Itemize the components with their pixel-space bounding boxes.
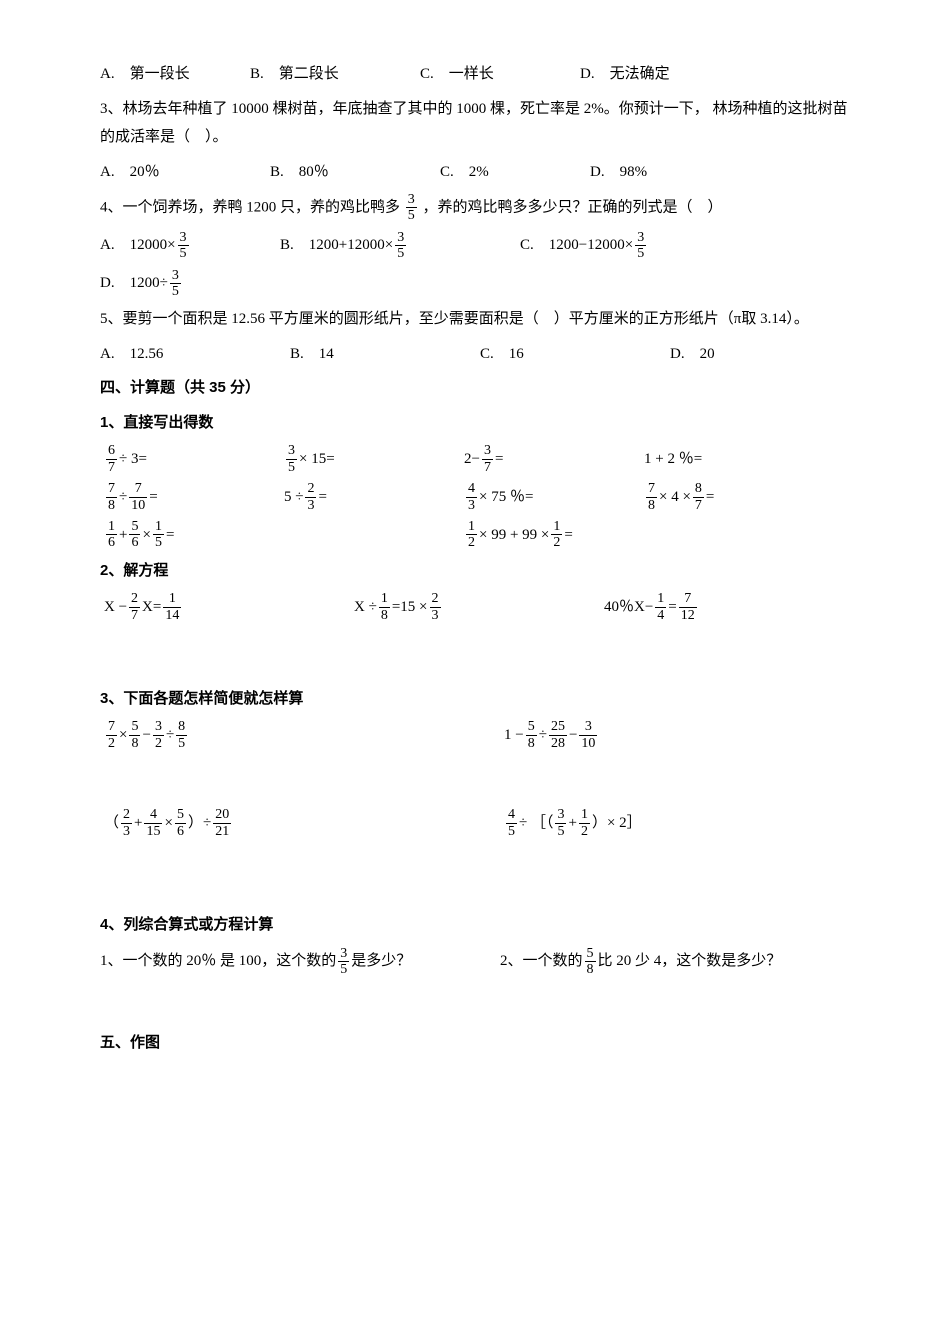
wp-b: 2、一个数的 58 比 20 少 4，这个数是多少？ bbox=[500, 946, 781, 978]
calc-2b: 5 ÷ 23 = bbox=[284, 481, 464, 513]
q4-options-1: A. 12000× 35 B. 1200+12000× 35 C. 1200−1… bbox=[100, 230, 850, 262]
calc-row-1: 67 ÷ 3= 35 × 15= 2− 37 = 1 + 2 ％= bbox=[100, 443, 850, 475]
word-problem-row: 1、一个数的 20％ 是 100，这个数的 35 是多少？ 2、一个数的 58 … bbox=[100, 946, 850, 978]
q5-d: D. 20 bbox=[670, 340, 715, 369]
s4-1-title: 1、直接写出得数 bbox=[100, 409, 850, 438]
q5-a: A. 12.56 bbox=[100, 340, 290, 369]
q3-d: D. 98% bbox=[590, 158, 647, 187]
wp-a: 1、一个数的 20％ 是 100，这个数的 35 是多少？ bbox=[100, 946, 500, 978]
q2-options: A. 第一段长 B. 第二段长 C. 一样长 D. 无法确定 bbox=[100, 60, 850, 89]
q3-c: C. 2% bbox=[440, 158, 590, 187]
q4-text: 4、一个饲养场，养鸭 1200 只，养的鸡比鸭多 35 ，养的鸡比鸭多多少只？正… bbox=[100, 192, 850, 224]
calc-1c: 2− 37 = bbox=[464, 443, 644, 475]
calc-1a: 67 ÷ 3= bbox=[104, 443, 284, 475]
q5-text: 5、要剪一个面积是 12.56 平方厘米的圆形纸片，至少需要面积是（ ）平方厘米… bbox=[100, 305, 850, 334]
calc-2d: 78 × 4 × 87 = bbox=[644, 481, 714, 513]
opt-d: D. 无法确定 bbox=[580, 60, 670, 89]
calc-row-3: 16 + 56 × 15 = 12 × 99 + 99 × 12 = bbox=[100, 519, 850, 551]
section-5-title: 五、作图 bbox=[100, 1029, 850, 1058]
q4-frac: 35 bbox=[406, 192, 417, 224]
s4-3-title: 3、下面各题怎样简便就怎样算 bbox=[100, 685, 850, 714]
q4-options-2: D. 1200÷ 35 bbox=[100, 268, 850, 300]
calc-3b: 12 × 99 + 99 × 12 = bbox=[464, 519, 573, 551]
q3-text: 3、林场去年种植了 10000 棵树苗，年底抽查了其中的 1000 棵，死亡率是… bbox=[100, 95, 850, 152]
q4-d: D. 1200÷ 35 bbox=[100, 268, 183, 300]
simp-2b: 45 ÷ ［（ 35 + 12 ）× 2］ bbox=[504, 807, 642, 839]
simp-1a: 72 × 58 − 32 ÷ 85 bbox=[104, 719, 504, 751]
calc-1d: 1 + 2 ％= bbox=[644, 445, 702, 474]
eq-b: X ÷ 18 =15 × 23 bbox=[354, 591, 604, 623]
s4-2-title: 2、解方程 bbox=[100, 557, 850, 586]
opt-c: C. 一样长 bbox=[420, 60, 580, 89]
simp-row-2: （ 23 + 415 × 56 ）÷ 2021 45 ÷ ［（ 35 + 12 … bbox=[100, 807, 850, 839]
calc-1b: 35 × 15= bbox=[284, 443, 464, 475]
eq-c: 40％X− 14 = 712 bbox=[604, 591, 699, 623]
simp-row-1: 72 × 58 − 32 ÷ 85 1 − 58 ÷ 2528 − 310 bbox=[100, 719, 850, 751]
calc-row-2: 78 ÷ 710 = 5 ÷ 23 = 43 × 75 ％= 78 × 4 × … bbox=[100, 481, 850, 513]
simp-2a: （ 23 + 415 × 56 ）÷ 2021 bbox=[104, 807, 504, 839]
q3-b: B. 80％ bbox=[270, 158, 440, 187]
q5-b: B. 14 bbox=[290, 340, 480, 369]
opt-a: A. 第一段长 bbox=[100, 60, 250, 89]
calc-2a: 78 ÷ 710 = bbox=[104, 481, 284, 513]
q3-options: A. 20％ B. 80％ C. 2% D. 98% bbox=[100, 158, 850, 187]
q4-b: B. 1200+12000× 35 bbox=[280, 230, 520, 262]
opt-b: B. 第二段长 bbox=[250, 60, 420, 89]
equation-row: X − 27 X= 114 X ÷ 18 =15 × 23 40％X− 14 =… bbox=[100, 591, 850, 623]
q4-c: C. 1200−12000× 35 bbox=[520, 230, 648, 262]
section-4-title: 四、计算题（共 35 分） bbox=[100, 374, 850, 403]
s4-4-title: 4、列综合算式或方程计算 bbox=[100, 911, 850, 940]
eq-a: X − 27 X= 114 bbox=[104, 591, 354, 623]
calc-3a: 16 + 56 × 15 = bbox=[104, 519, 464, 551]
simp-1b: 1 − 58 ÷ 2528 − 310 bbox=[504, 719, 599, 751]
q4-pre: 4、一个饲养场，养鸭 1200 只，养的鸡比鸭多 bbox=[100, 199, 400, 215]
q5-c: C. 16 bbox=[480, 340, 670, 369]
q4-post: ，养的鸡比鸭多多少只？正确的列式是（ ） bbox=[423, 199, 723, 215]
q5-options: A. 12.56 B. 14 C. 16 D. 20 bbox=[100, 340, 850, 369]
q3-a: A. 20％ bbox=[100, 158, 270, 187]
calc-2c: 43 × 75 ％= bbox=[464, 481, 644, 513]
q4-a: A. 12000× 35 bbox=[100, 230, 280, 262]
